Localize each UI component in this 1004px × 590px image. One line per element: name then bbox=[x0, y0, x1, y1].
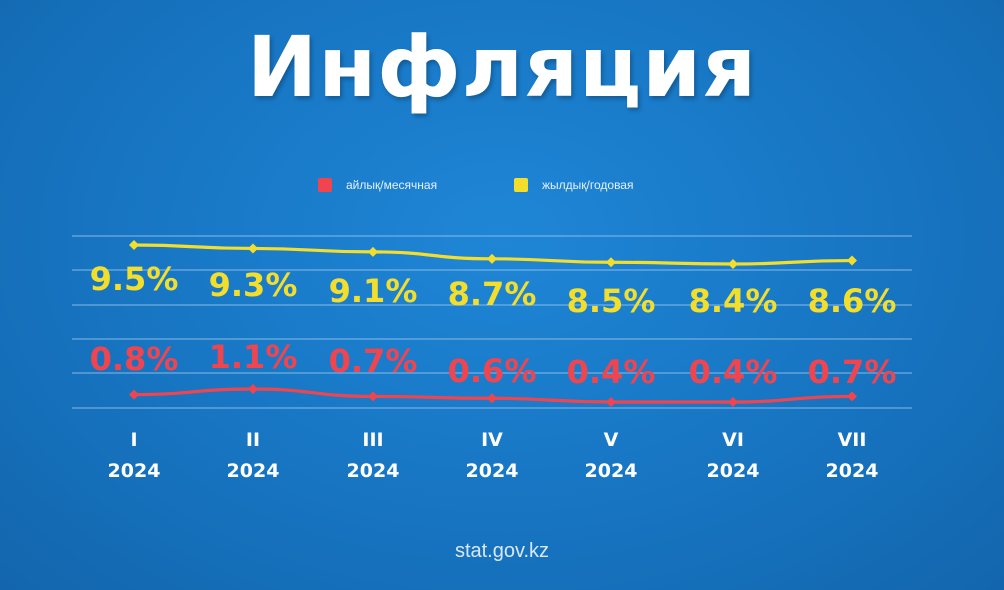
monthly-data-label-1: 0.8% bbox=[90, 340, 179, 378]
annual-point-5 bbox=[606, 257, 616, 268]
monthly-data-label-4: 0.6% bbox=[448, 352, 537, 390]
legend-item-annual: жылдық/годовая bbox=[514, 178, 633, 192]
monthly-data-label-7: 0.7% bbox=[808, 353, 897, 391]
x-tick-label-month-4: IV bbox=[481, 429, 503, 451]
monthly-point-4 bbox=[487, 393, 497, 404]
x-tick-label-year-6: 2024 bbox=[707, 460, 760, 482]
x-tick-label-year-4: 2024 bbox=[466, 460, 519, 482]
x-tick-label-month-1: I bbox=[130, 429, 137, 451]
annual-data-label-1: 9.5% bbox=[90, 260, 179, 298]
annual-point-2 bbox=[248, 243, 258, 254]
legend-swatch-monthly bbox=[318, 178, 332, 192]
monthly-data-label-5: 0.4% bbox=[567, 353, 656, 391]
annual-point-7 bbox=[847, 255, 857, 266]
annual-data-label-7: 8.6% bbox=[808, 282, 897, 320]
x-tick-label-month-7: VII bbox=[838, 429, 867, 451]
x-tick-label-month-3: III bbox=[362, 429, 383, 451]
x-tick-label-year-2: 2024 bbox=[227, 460, 280, 482]
x-tick-label-month-2: II bbox=[246, 429, 260, 451]
annual-point-1 bbox=[129, 240, 139, 250]
legend-item-monthly: айлық/месячная bbox=[318, 178, 437, 192]
annual-point-4 bbox=[487, 253, 497, 264]
page-title: Инфляция bbox=[246, 18, 758, 116]
source-footer: stat.gov.kz bbox=[454, 540, 550, 562]
monthly-point-7 bbox=[847, 391, 857, 402]
annual-data-label-2: 9.3% bbox=[209, 266, 298, 304]
x-tick-label-year-7: 2024 bbox=[826, 460, 879, 482]
monthly-data-label-3: 0.7% bbox=[329, 342, 418, 380]
annual-data-label-4: 8.7% bbox=[448, 275, 537, 313]
x-tick-label-year-1: 2024 bbox=[108, 460, 161, 482]
x-tick-label-month-6: VI bbox=[722, 429, 744, 451]
monthly-point-3 bbox=[368, 391, 378, 402]
x-tick-label-year-5: 2024 bbox=[585, 460, 638, 482]
monthly-data-label-6: 0.4% bbox=[689, 353, 778, 391]
monthly-data-label-2: 1.1% bbox=[209, 338, 298, 376]
monthly-point-2 bbox=[248, 384, 258, 394]
monthly-point-5 bbox=[606, 397, 616, 407]
legend-label-monthly: айлық/месячная bbox=[346, 178, 438, 192]
monthly-point-1 bbox=[129, 389, 139, 400]
annual-data-label-3: 9.1% bbox=[329, 272, 418, 310]
annual-data-label-5: 8.5% bbox=[567, 282, 656, 320]
annual-data-label-6: 8.4% bbox=[689, 282, 778, 320]
annual-point-6 bbox=[728, 259, 738, 269]
annual-point-3 bbox=[368, 246, 378, 257]
monthly-point-6 bbox=[728, 397, 738, 407]
chart-legend: айлық/месячная жылдық/годовая bbox=[0, 178, 1004, 202]
legend-label-annual: жылдық/годовая bbox=[542, 178, 634, 192]
x-tick-label-year-3: 2024 bbox=[347, 460, 400, 482]
x-tick-label-month-5: V bbox=[604, 429, 619, 451]
legend-swatch-annual bbox=[514, 178, 528, 192]
